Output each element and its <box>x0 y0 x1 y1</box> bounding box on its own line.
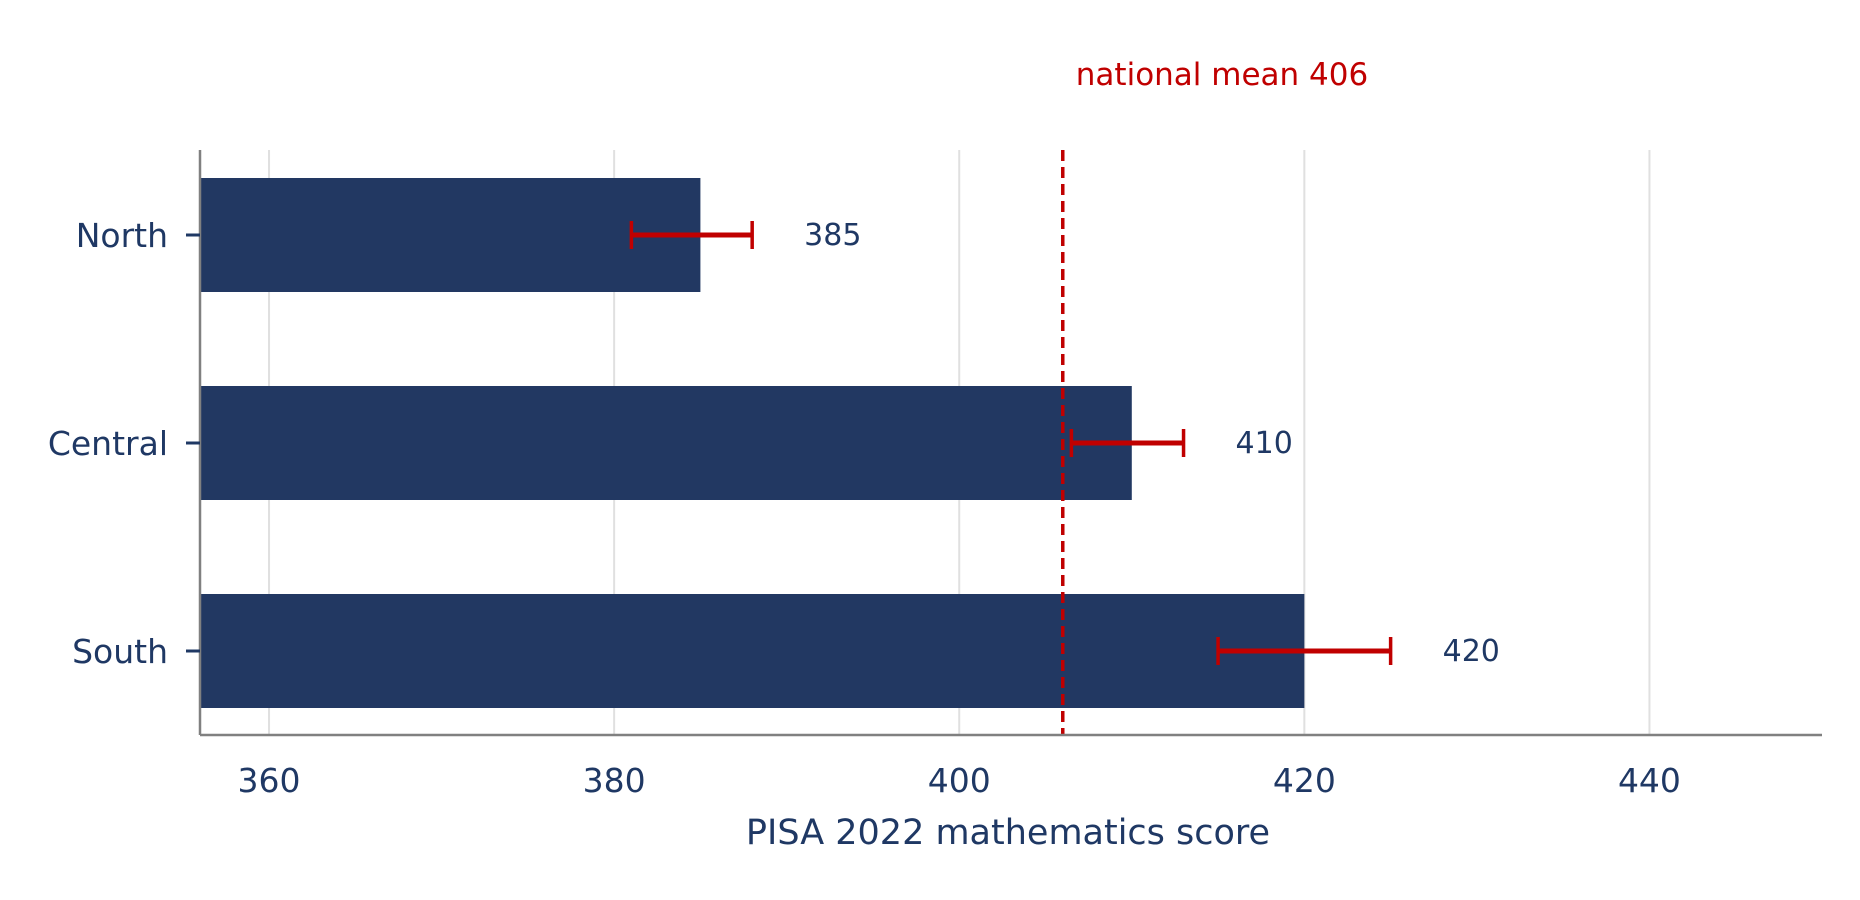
x-ticks: 360 380 400 420 440 <box>238 761 1681 800</box>
value-label-central: 410 <box>1236 426 1293 461</box>
category-label-south: South <box>72 632 168 671</box>
bar-south <box>200 594 1305 708</box>
x-tick-label-380: 380 <box>583 761 646 800</box>
x-tick-label-400: 400 <box>928 761 991 800</box>
x-axis-title: PISA 2022 mathematics score <box>746 813 1270 853</box>
value-label-south: 420 <box>1443 634 1500 669</box>
reference-line-label: national mean 406 <box>1076 57 1368 93</box>
x-tick-label-360: 360 <box>238 761 301 800</box>
bar-north <box>200 178 701 292</box>
bars <box>200 178 1305 708</box>
bar-central <box>200 386 1132 500</box>
category-label-north: North <box>76 216 168 255</box>
x-tick-label-440: 440 <box>1618 761 1681 800</box>
category-label-central: Central <box>48 424 168 463</box>
value-label-north: 385 <box>804 218 861 253</box>
category-labels: North Central South <box>48 216 200 671</box>
error-bars <box>629 221 1393 665</box>
x-tick-label-420: 420 <box>1273 761 1336 800</box>
value-labels: 385 410 420 <box>804 218 1500 669</box>
